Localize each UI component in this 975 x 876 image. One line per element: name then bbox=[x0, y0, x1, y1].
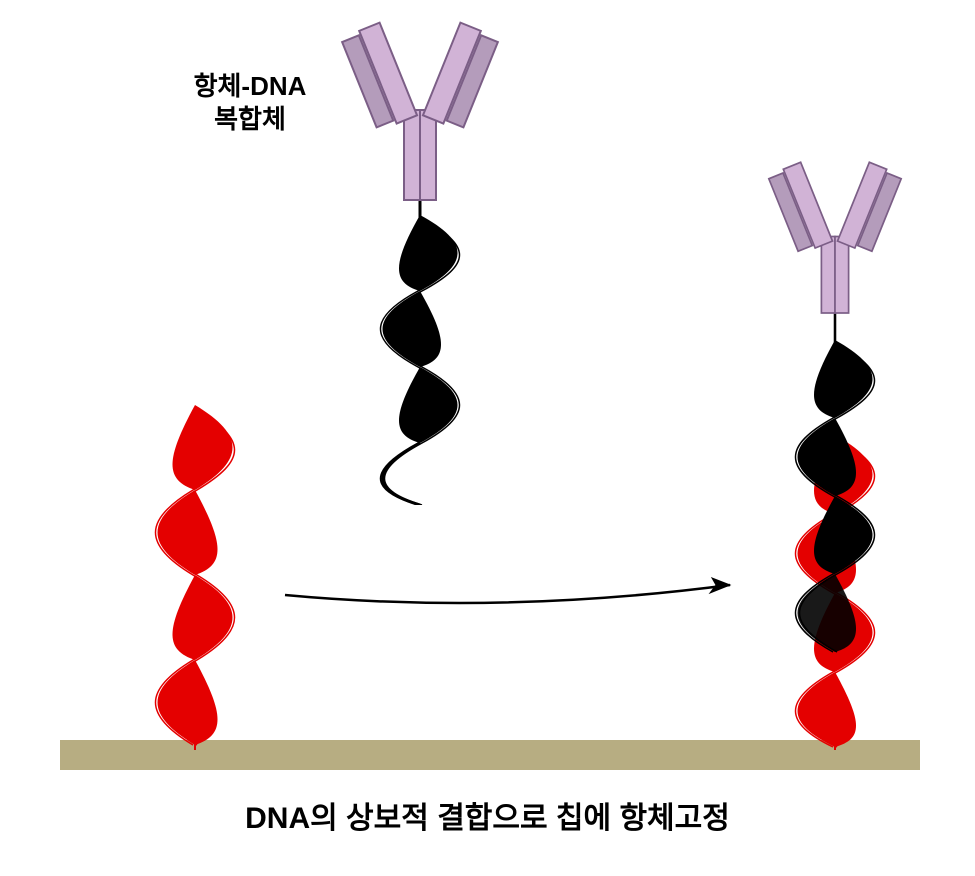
antibody-main-icon bbox=[320, 0, 520, 230]
dna-left-red-icon bbox=[135, 405, 255, 750]
dna-right-black-icon bbox=[775, 340, 895, 660]
antibody-right-icon bbox=[750, 140, 920, 350]
diagram-stage: 항체-DNA 복합체 DNA의 상보적 결합으로 칩에 항체고정 bbox=[0, 0, 975, 876]
dna-center-black-icon bbox=[360, 215, 480, 505]
